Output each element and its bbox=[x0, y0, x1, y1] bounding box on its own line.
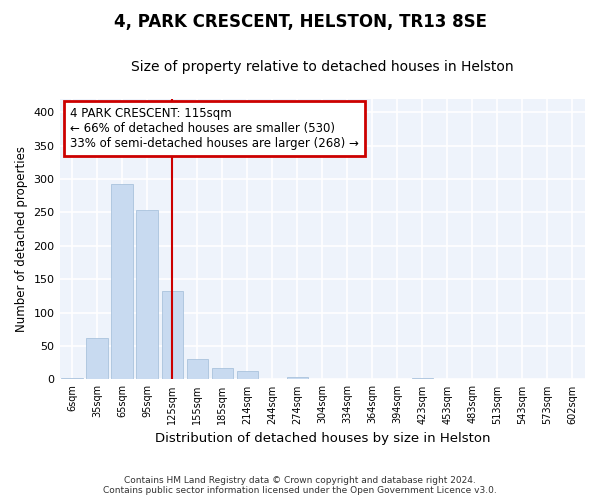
Text: 4, PARK CRESCENT, HELSTON, TR13 8SE: 4, PARK CRESCENT, HELSTON, TR13 8SE bbox=[113, 12, 487, 30]
Title: Size of property relative to detached houses in Helston: Size of property relative to detached ho… bbox=[131, 60, 514, 74]
Bar bbox=[287, 377, 308, 380]
Bar bbox=[112, 184, 133, 380]
Text: Contains HM Land Registry data © Crown copyright and database right 2024.
Contai: Contains HM Land Registry data © Crown c… bbox=[103, 476, 497, 495]
Bar bbox=[212, 368, 233, 380]
Text: 4 PARK CRESCENT: 115sqm
← 66% of detached houses are smaller (530)
33% of semi-d: 4 PARK CRESCENT: 115sqm ← 66% of detache… bbox=[70, 107, 359, 150]
Bar bbox=[236, 372, 258, 380]
Bar bbox=[61, 378, 83, 380]
X-axis label: Distribution of detached houses by size in Helston: Distribution of detached houses by size … bbox=[155, 432, 490, 445]
Bar bbox=[412, 378, 433, 380]
Bar bbox=[187, 360, 208, 380]
Bar bbox=[161, 290, 183, 380]
Y-axis label: Number of detached properties: Number of detached properties bbox=[15, 146, 28, 332]
Bar bbox=[136, 210, 158, 380]
Bar bbox=[86, 338, 108, 380]
